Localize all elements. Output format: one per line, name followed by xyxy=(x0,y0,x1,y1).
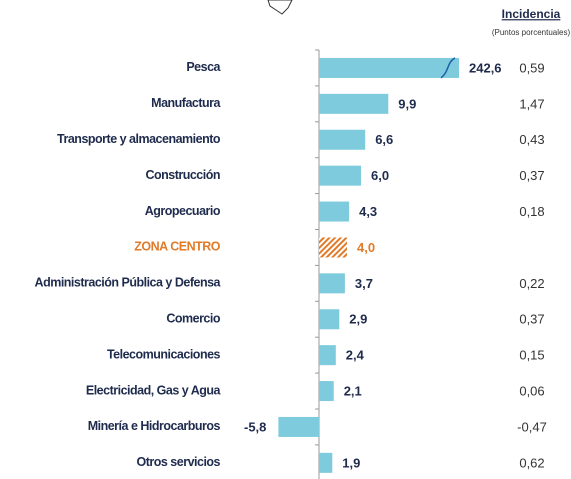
incidencia-value: 0,37 xyxy=(519,168,544,183)
bar xyxy=(319,309,340,330)
category-label: Agropecuario xyxy=(145,204,221,218)
incidencia-value: 0,62 xyxy=(519,455,544,470)
incidencia-subtitle: (Puntos porcentuales) xyxy=(492,28,571,37)
value-label: 3,7 xyxy=(355,276,373,291)
bar xyxy=(319,452,333,473)
category-label: Construcción xyxy=(145,168,220,182)
bar xyxy=(319,93,389,114)
bar xyxy=(319,129,366,150)
bar xyxy=(319,57,459,78)
category-label: Transporte y almacenamiento xyxy=(57,132,221,146)
bar xyxy=(319,165,361,186)
value-label: 2,1 xyxy=(344,383,362,398)
value-label: 1,9 xyxy=(342,455,360,470)
value-label: 6,0 xyxy=(371,168,389,183)
value-label: 2,9 xyxy=(349,312,367,327)
category-label: Otros servicios xyxy=(136,455,220,469)
category-label: Administración Pública y Defensa xyxy=(35,276,222,290)
map-icon xyxy=(267,0,293,15)
bar xyxy=(319,381,334,402)
incidencia-value: 1,47 xyxy=(519,96,544,111)
category-label: Manufactura xyxy=(151,96,221,110)
value-label: 6,6 xyxy=(375,132,393,147)
value-label: 242,6 xyxy=(469,60,502,75)
value-label: 9,9 xyxy=(398,96,416,111)
value-label: 4,0 xyxy=(357,240,375,255)
incidencia-value: 0,18 xyxy=(519,204,544,219)
incidencia-title: Incidencia xyxy=(502,7,561,21)
category-label: Comercio xyxy=(166,312,221,326)
category-label: Electricidad, Gas y Agua xyxy=(86,383,222,397)
incidencia-value: -0,47 xyxy=(517,419,547,434)
incidencia-value: 0,15 xyxy=(519,348,544,363)
bar xyxy=(319,201,350,222)
bar xyxy=(278,416,319,437)
incidencia-value: 0,59 xyxy=(519,60,544,75)
incidencia-value: 0,37 xyxy=(519,312,544,327)
bar xyxy=(319,237,347,258)
value-label: 4,3 xyxy=(359,204,377,219)
category-label: ZONA CENTRO xyxy=(134,240,220,254)
bar xyxy=(319,273,345,294)
incidencia-value: 0,22 xyxy=(519,276,544,291)
category-label: Pesca xyxy=(186,60,221,74)
category-label: Minería e Hidrocarburos xyxy=(88,419,221,433)
value-label: 2,4 xyxy=(346,348,365,363)
incidencia-value: 0,06 xyxy=(519,383,544,398)
value-label: -5,8 xyxy=(244,419,266,434)
category-label: Telecomunicaciones xyxy=(107,347,221,361)
axis-break xyxy=(440,57,456,79)
bar xyxy=(319,345,336,366)
incidencia-value: 0,43 xyxy=(519,132,544,147)
